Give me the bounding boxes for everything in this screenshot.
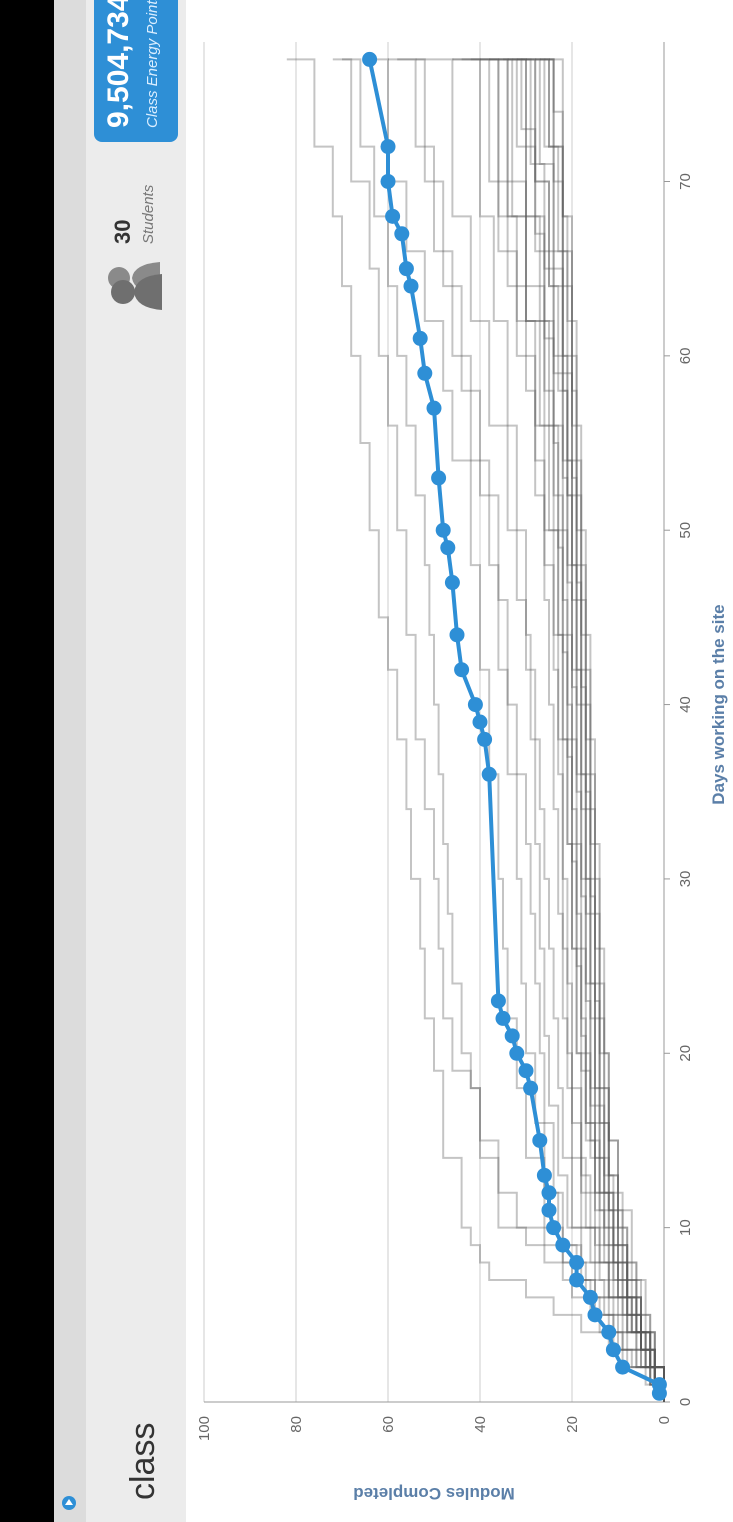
classmate-progress-line [489, 58, 665, 1402]
x-tick-label: 30 [677, 871, 694, 888]
y-tick-label: 0 [656, 1416, 673, 1424]
classmate-progress-line [507, 58, 665, 1402]
student-progress-point[interactable] [532, 1132, 548, 1148]
student-progress-point[interactable] [615, 1359, 631, 1375]
x-tick-label: 60 [677, 348, 694, 365]
classmate-progress-line [452, 58, 665, 1402]
classmate-progress-line [286, 58, 665, 1402]
x-tick-label: 50 [677, 522, 694, 539]
y-tick-label: 40 [472, 1416, 489, 1433]
class-header: class 30 Students 9,504,734 Class Energy… [86, 0, 186, 1522]
student-progress-point[interactable] [536, 1167, 552, 1183]
classmate-progress-line [498, 58, 665, 1402]
classmate-progress-line [461, 58, 665, 1402]
students-count: 30 [110, 219, 135, 244]
student-progress-point[interactable] [380, 139, 396, 155]
y-tick-label: 80 [288, 1416, 305, 1433]
student-progress-point[interactable] [467, 697, 483, 713]
student-progress-point[interactable] [495, 1010, 511, 1026]
student-progress-point[interactable] [601, 1324, 617, 1340]
student-progress-point[interactable] [605, 1342, 621, 1358]
classmate-progress-line [332, 58, 665, 1402]
y-tick-label: 60 [380, 1416, 397, 1433]
energy-points-value: 9,504,734 [102, 0, 135, 128]
classmate-progress-line [535, 58, 665, 1402]
classmate-progress-line [512, 58, 665, 1402]
student-progress-point[interactable] [454, 662, 470, 678]
student-progress-point[interactable] [435, 522, 451, 538]
student-progress-point[interactable] [440, 540, 456, 556]
x-tick-label: 0 [677, 1398, 694, 1406]
student-progress-point[interactable] [490, 993, 506, 1009]
student-progress-point[interactable] [472, 714, 488, 730]
classmate-progress-line [452, 58, 665, 1402]
class-title: class [124, 1422, 162, 1500]
classmate-progress-line [521, 58, 665, 1402]
classmate-progress-line [516, 58, 665, 1402]
rotated-page: class 30 Students 9,504,734 Class Energy… [54, 0, 733, 1522]
classmate-progress-line [526, 58, 665, 1402]
student-progress-point[interactable] [426, 400, 442, 416]
classmate-progress-line [397, 58, 665, 1402]
student-progress-point[interactable] [569, 1255, 585, 1271]
student-progress-point[interactable] [449, 627, 465, 643]
x-tick-label: 10 [677, 1219, 694, 1236]
student-progress-point[interactable] [417, 365, 433, 381]
student-progress-point[interactable] [385, 208, 401, 224]
classmate-progress-line [535, 58, 665, 1402]
students-label: Students [140, 184, 157, 244]
student-progress-point[interactable] [555, 1237, 571, 1253]
student-progress-point[interactable] [481, 766, 497, 782]
student-progress-point[interactable] [518, 1063, 534, 1079]
classmate-progress-line [516, 58, 665, 1402]
y-axis-title: Modules Completed [353, 1484, 515, 1503]
classmate-progress-line [544, 58, 665, 1402]
student-progress-point[interactable] [431, 470, 447, 486]
progress-chart: 0 20 40 60 80 100 0 10 20 30 40 50 60 70 Modules Comp… [196, 42, 728, 1503]
student-progress-point[interactable] [412, 330, 428, 346]
students-summary: 30 Students [100, 164, 170, 314]
student-progress-point[interactable] [477, 731, 493, 747]
student-progress-point[interactable] [509, 1045, 525, 1061]
x-axis-title: Days working on the site [709, 604, 728, 804]
classmate-progress-line [470, 58, 665, 1402]
student-progress-point[interactable] [582, 1289, 598, 1305]
classmate-progress-line [503, 58, 665, 1402]
y-tick-label: 20 [564, 1416, 581, 1433]
nav-strip [54, 0, 86, 1522]
classmate-progress-line [415, 58, 665, 1402]
student-progress-point[interactable] [587, 1307, 603, 1323]
classmate-progress-line [480, 58, 665, 1402]
students-icon [108, 262, 162, 310]
classmate-progress-line [549, 58, 665, 1402]
classmate-progress-line [489, 58, 665, 1402]
classmate-progress-line [507, 58, 665, 1402]
student-progress-point[interactable] [394, 226, 410, 242]
black-margin [0, 0, 54, 1522]
x-tick-label: 40 [677, 696, 694, 713]
play-circle-icon[interactable] [62, 1496, 76, 1510]
student-progress-point[interactable] [541, 1202, 557, 1218]
student-progress-point[interactable] [651, 1377, 667, 1393]
student-progress-point[interactable] [380, 173, 396, 189]
student-progress-point[interactable] [398, 261, 414, 277]
student-progress-point[interactable] [523, 1080, 539, 1096]
classmate-progress-line [369, 58, 665, 1402]
classmate-progress-line [342, 58, 665, 1402]
x-tick-label: 70 [677, 173, 694, 190]
student-progress-point[interactable] [569, 1272, 585, 1288]
student-progress-point[interactable] [403, 278, 419, 294]
student-progress-point[interactable] [504, 1028, 520, 1044]
student-progress-point[interactable] [546, 1220, 562, 1236]
y-tick-label: 100 [196, 1416, 213, 1441]
energy-points-label: Class Energy Points [144, 0, 161, 128]
student-progress-point[interactable] [541, 1185, 557, 1201]
classmate-progress-line [539, 58, 665, 1402]
student-progress-point[interactable] [444, 575, 460, 591]
energy-points-badge: 9,504,734 Class Energy Points [94, 0, 178, 142]
x-tick-label: 20 [677, 1045, 694, 1062]
classmate-progress-line [539, 58, 665, 1402]
student-progress-point[interactable] [362, 51, 378, 67]
